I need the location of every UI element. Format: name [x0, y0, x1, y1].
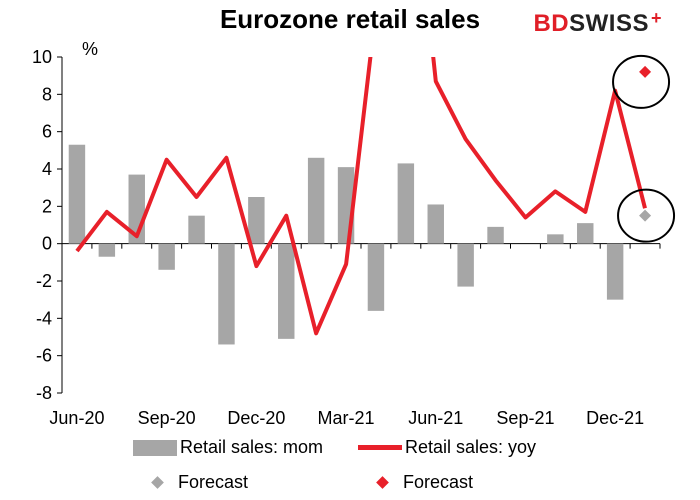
y-tick-label: 6	[42, 122, 52, 142]
legend-line-swatch	[358, 445, 402, 450]
x-tick-label: Dec-21	[586, 408, 644, 428]
legend-label-yoy: Retail sales: yoy	[405, 437, 537, 457]
legend-diamond-red	[376, 476, 389, 489]
y-tick-label: 8	[42, 84, 52, 104]
legend-item-forecast-yoy: Forecast	[358, 472, 473, 493]
bar-mom	[98, 243, 116, 257]
x-tick-label: Sep-20	[138, 408, 196, 428]
bar-mom	[397, 163, 415, 244]
brand-plus-icon: +	[650, 7, 662, 28]
y-tick-label: -4	[36, 308, 52, 328]
y-tick-label: -8	[36, 383, 52, 403]
bar-mom	[547, 234, 564, 244]
x-tick-label: Jun-20	[49, 408, 104, 428]
bar-mom	[158, 243, 175, 270]
legend-bar-swatch	[133, 439, 177, 456]
bar-mom	[278, 243, 295, 339]
highlight-circle-yoy	[612, 54, 671, 109]
bar-mom	[218, 243, 235, 345]
forecast-point-yoy	[639, 65, 652, 78]
legend-item-forecast-mom: Forecast	[133, 472, 248, 493]
x-tick-label: Dec-20	[227, 408, 285, 428]
y-tick-label: -2	[36, 271, 52, 291]
legend-label-forecast-yoy: Forecast	[403, 472, 474, 492]
bar-mom	[68, 144, 86, 244]
line-yoy	[75, 57, 647, 336]
bar-mom	[248, 197, 265, 244]
brand-logo: BD SWISS +	[533, 7, 662, 38]
brand-swiss: SWISS	[569, 10, 649, 37]
y-tick-label: 10	[32, 47, 52, 67]
bar-mom	[457, 243, 474, 287]
brand-bd: BD	[533, 10, 570, 37]
bar-mom	[606, 243, 624, 300]
y-tick-label: 4	[42, 159, 52, 179]
x-tick-label: Jun-21	[408, 408, 463, 428]
y-tick-label: 0	[42, 234, 52, 254]
bar-mom	[427, 204, 444, 244]
y-tick-label: 2	[42, 196, 52, 216]
bar-mom	[577, 223, 594, 244]
highlight-circle-mom	[617, 188, 676, 243]
legend-label-forecast-mom: Forecast	[178, 472, 249, 492]
y-tick-label: -6	[36, 346, 52, 366]
bar-mom	[307, 157, 325, 244]
y-axis-unit-label: %	[82, 39, 98, 59]
x-tick-label: Mar-21	[318, 408, 375, 428]
bar-mom	[487, 226, 504, 244]
bar-mom	[188, 215, 205, 244]
forecast-point-mom	[639, 209, 652, 222]
x-tick-label: Sep-21	[496, 408, 554, 428]
bar-mom	[367, 243, 385, 311]
legend-item-mom: Retail sales: mom	[133, 437, 323, 458]
legend-item-yoy: Retail sales: yoy	[358, 437, 536, 458]
chart-title: Eurozone retail sales	[219, 4, 481, 34]
legend-label-mom: Retail sales: mom	[180, 437, 324, 457]
legend-diamond-gray	[151, 476, 164, 489]
